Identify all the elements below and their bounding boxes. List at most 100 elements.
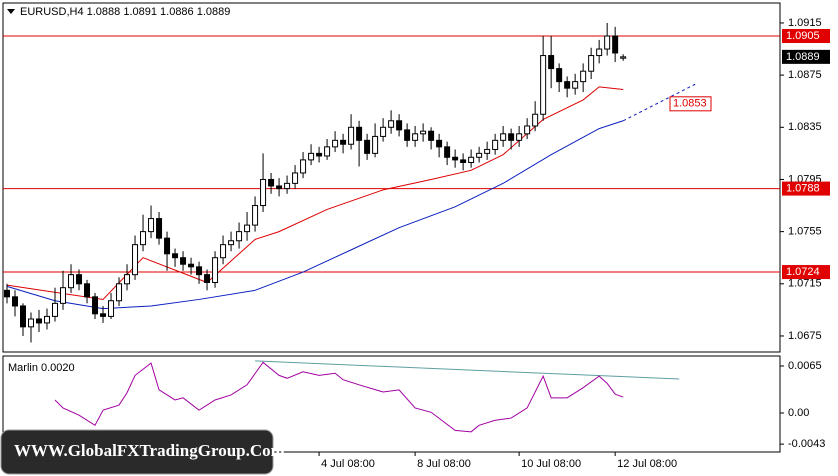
level-label-box — [782, 181, 830, 196]
y-tick-label: -0.0043 — [788, 438, 825, 450]
y-tick-label: 1.0675 — [788, 330, 822, 342]
candle-body — [428, 130, 435, 141]
candle-body — [36, 318, 43, 324]
candle-body — [92, 296, 99, 315]
moving-average — [6, 86, 624, 300]
y-tick-label: 0.0065 — [788, 360, 822, 372]
candle-body — [468, 156, 475, 164]
level-label-box — [782, 28, 830, 43]
candle-body — [244, 224, 251, 233]
y-tick-label: 1.0835 — [788, 121, 822, 133]
candle-body — [260, 178, 267, 207]
x-tick-label: 12 Jul 08:00 — [617, 458, 677, 470]
candle-body — [100, 313, 107, 317]
projection-line — [622, 83, 696, 122]
candle-body — [4, 289, 11, 298]
candle-body — [564, 81, 571, 89]
candle-body — [484, 148, 491, 154]
candle-body — [108, 300, 115, 317]
candle-body — [28, 318, 35, 328]
candle-body — [532, 113, 539, 127]
candle-body — [540, 55, 547, 115]
candle-body — [348, 126, 355, 145]
candle-body — [620, 56, 627, 59]
candle-body — [396, 120, 403, 131]
indicator-title: Marlin 0.0020 — [8, 362, 75, 374]
y-tick-label: 1.0715 — [788, 278, 822, 290]
watermark-box — [0, 429, 274, 475]
candle-body — [516, 133, 523, 141]
candle-body — [356, 126, 363, 141]
candle-body — [372, 135, 379, 154]
candle-body — [476, 152, 483, 158]
candle-body — [404, 129, 411, 141]
candle-body — [236, 231, 243, 242]
menu-arrow — [7, 9, 15, 14]
candle-body — [596, 48, 603, 57]
candle-body — [524, 125, 531, 135]
candle-body — [156, 218, 163, 239]
candle-body — [460, 159, 467, 164]
candle-body — [76, 274, 83, 285]
main-panel — [2, 2, 781, 353]
candle-body — [252, 205, 259, 226]
candle-body — [148, 218, 155, 233]
candle-body — [196, 266, 203, 276]
candle-body — [412, 133, 419, 141]
candle-body — [420, 130, 427, 135]
candle-body — [228, 240, 235, 246]
candle-body — [212, 257, 219, 283]
candle-body — [300, 159, 307, 174]
x-tick-label: 4 Jul 08:00 — [321, 458, 375, 470]
watermark: WWW.GlobalFXTradingGroup.Com — [14, 441, 285, 460]
candle-body — [492, 139, 499, 150]
candle-body — [140, 231, 147, 246]
level-label: 1.0724 — [786, 266, 820, 278]
candle-body — [324, 146, 331, 157]
y-tick-label: 0.00 — [788, 407, 809, 419]
candle-body — [380, 126, 387, 137]
x-tick-label: 10 Jul 08:00 — [521, 458, 581, 470]
candle-body — [548, 55, 555, 70]
candle-body — [580, 70, 587, 83]
candle-body — [12, 296, 19, 307]
chart-title: EURUSD,H4 1.0888 1.0891 1.0886 1.0889 — [20, 6, 230, 18]
candle-body — [308, 152, 315, 161]
candle-body — [268, 178, 275, 187]
candle-body — [124, 274, 131, 285]
candle-body — [556, 68, 563, 83]
candle-body — [572, 81, 579, 89]
candle-body — [292, 172, 299, 184]
candle-body — [116, 283, 123, 302]
trend-line — [255, 360, 680, 380]
y-tick-label: 1.0755 — [788, 226, 822, 238]
candle-body — [284, 182, 291, 190]
candle-body — [388, 120, 395, 128]
candle-body — [220, 244, 227, 259]
y-tick-label: 1.0915 — [788, 17, 822, 29]
candle-body — [84, 283, 91, 298]
candle-body — [20, 305, 27, 328]
candle-body — [52, 302, 59, 317]
candle-body — [604, 35, 611, 50]
candle-body — [188, 263, 195, 268]
price-marker-label: 1.0853 — [673, 98, 707, 110]
candle-body — [588, 55, 595, 72]
level-label: 1.0788 — [786, 182, 820, 194]
candle-body — [364, 139, 371, 154]
x-tick-label: 8 Jul 08:00 — [417, 458, 471, 470]
candle-body — [508, 133, 515, 141]
candle-body — [172, 253, 179, 259]
current-price-box — [782, 49, 830, 64]
level-label-box — [782, 265, 830, 280]
candle-body — [164, 237, 171, 255]
candle-body — [44, 315, 51, 324]
candle-body — [60, 287, 67, 304]
candle-body — [68, 274, 75, 289]
candle-body — [316, 152, 323, 157]
candle-body — [276, 185, 283, 190]
candle-body — [500, 133, 507, 141]
indicator-line — [54, 361, 624, 433]
candle-body — [612, 35, 619, 54]
